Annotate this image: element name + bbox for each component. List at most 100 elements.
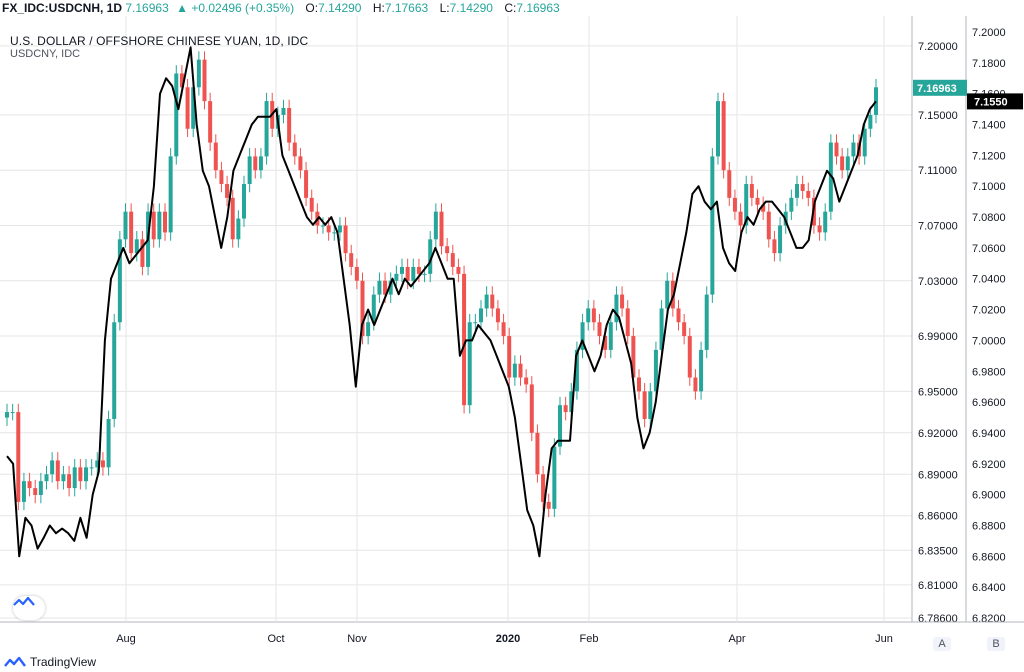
candle-body xyxy=(569,391,574,413)
right-axis-tick: 7.0200 xyxy=(972,305,1006,317)
candle-body xyxy=(179,73,184,88)
candle-body xyxy=(490,294,495,309)
candle-body xyxy=(84,467,88,482)
auto-scale-button[interactable]: A xyxy=(933,637,951,651)
candle-body xyxy=(236,218,241,240)
candle-body xyxy=(665,280,670,309)
candle-body xyxy=(326,225,331,233)
price-change: +0.02496 (+0.35%) xyxy=(191,1,295,15)
x-axis-tick: Apr xyxy=(728,633,745,645)
candle-body xyxy=(445,246,450,254)
chart-subtitle: USDCNY, IDC xyxy=(10,48,81,60)
candle-body xyxy=(834,142,839,157)
candle-body xyxy=(501,322,506,337)
right-axis-tick: 6.9400 xyxy=(972,428,1006,440)
candle-body xyxy=(360,280,365,337)
candle-body xyxy=(772,239,777,254)
candle-body xyxy=(55,460,60,482)
right-axis-tick: 6.8200 xyxy=(972,613,1006,625)
candle-body xyxy=(789,197,794,212)
primary-price-tag-text: 7.16963 xyxy=(917,83,957,95)
candle-body xyxy=(580,322,585,350)
candle-body xyxy=(38,481,43,495)
left-axis-tick: 6.95000 xyxy=(918,386,958,398)
low-value: 7.14290 xyxy=(449,1,493,15)
second-scale-button[interactable]: B xyxy=(987,637,1005,651)
candle-body xyxy=(479,308,483,323)
left-axis-tick: 7.07000 xyxy=(918,220,958,232)
tradingview-brand[interactable]: TradingView xyxy=(4,654,96,670)
candle-body xyxy=(766,211,771,240)
candle-body xyxy=(625,308,630,337)
candle-body xyxy=(462,273,467,406)
x-axis-tick: Aug xyxy=(116,633,136,645)
candle-body xyxy=(354,266,359,281)
candle-body xyxy=(349,253,354,267)
candle-body xyxy=(95,460,100,468)
candle-body xyxy=(405,266,410,281)
candle-body xyxy=(817,225,822,233)
candle-body xyxy=(332,232,337,234)
candle-body xyxy=(806,190,811,198)
x-axis-tick: Feb xyxy=(580,633,599,645)
candle-body xyxy=(225,184,230,198)
candle-body xyxy=(687,336,692,378)
candle-body xyxy=(366,322,371,337)
candle-body xyxy=(840,156,845,171)
candle-body xyxy=(851,142,856,157)
x-axis-tick: Nov xyxy=(347,633,367,645)
candle-body xyxy=(648,391,653,419)
candle-body xyxy=(196,59,201,88)
right-axis-tick: 7.0800 xyxy=(972,212,1006,224)
candle-body xyxy=(388,280,393,295)
left-axis-tick: 6.89000 xyxy=(918,469,958,481)
x-axis-tick: 2020 xyxy=(496,633,520,645)
x-axis-tick: Jun xyxy=(875,633,893,645)
candle-body xyxy=(44,474,49,482)
candle-body xyxy=(574,349,579,392)
candle-body xyxy=(800,184,805,191)
candle-body xyxy=(558,405,562,447)
high-value: 7.17663 xyxy=(384,1,429,15)
candle-body xyxy=(631,336,636,378)
right-axis-tick: 6.9200 xyxy=(972,459,1006,471)
candle-body xyxy=(710,156,715,295)
candle-body xyxy=(213,142,218,171)
candle-body xyxy=(123,211,128,240)
candle-body xyxy=(721,101,726,171)
price-chart[interactable]: 7.20000 7.15000 7.11000 7.07000 7.03000 6.990… xyxy=(0,16,1024,672)
candle-body xyxy=(242,184,246,219)
chart-title: U.S. DOLLAR / OFFSHORE CHINESE YUAN, 1D,… xyxy=(10,34,309,48)
candle-body xyxy=(761,204,766,212)
candle-body xyxy=(343,225,348,254)
chart-area[interactable]: 7.20000 7.15000 7.11000 7.07000 7.03000 6.990… xyxy=(0,16,1024,672)
candle-body xyxy=(422,273,427,275)
right-axis-tick: 6.9000 xyxy=(972,490,1006,502)
candle-body xyxy=(264,101,269,157)
candle-body xyxy=(174,73,179,157)
candle-body xyxy=(163,211,167,233)
candle-body xyxy=(321,225,325,227)
candle-body xyxy=(744,184,749,226)
symbol-header: FX_IDC:USDCNH, 1D 7.16963 ▲ +0.02496 (+0… xyxy=(0,0,1024,16)
candle-body xyxy=(33,488,38,495)
right-axis-tick: 7.1800 xyxy=(972,58,1006,70)
candle-body xyxy=(304,170,309,198)
left-axis-tick: 7.20000 xyxy=(918,41,958,53)
cloud-logo-icon xyxy=(13,596,35,606)
close-value: 7.16963 xyxy=(516,1,560,15)
candle-body xyxy=(117,239,122,323)
symbol-label[interactable]: FX_IDC:USDCNH, 1D xyxy=(2,1,123,15)
secondary-price-tag xyxy=(967,93,1023,110)
candle-body xyxy=(185,87,190,129)
candle-body xyxy=(778,225,783,254)
candle-body xyxy=(541,474,546,502)
candle-body xyxy=(230,197,235,240)
candle-body xyxy=(10,412,15,414)
candle-body xyxy=(653,349,658,392)
candle-body xyxy=(253,156,258,171)
chart-logo-button[interactable] xyxy=(13,596,45,620)
left-axis-tick: 6.92000 xyxy=(918,428,958,440)
candle-body xyxy=(738,211,743,226)
candle-body xyxy=(106,418,111,468)
